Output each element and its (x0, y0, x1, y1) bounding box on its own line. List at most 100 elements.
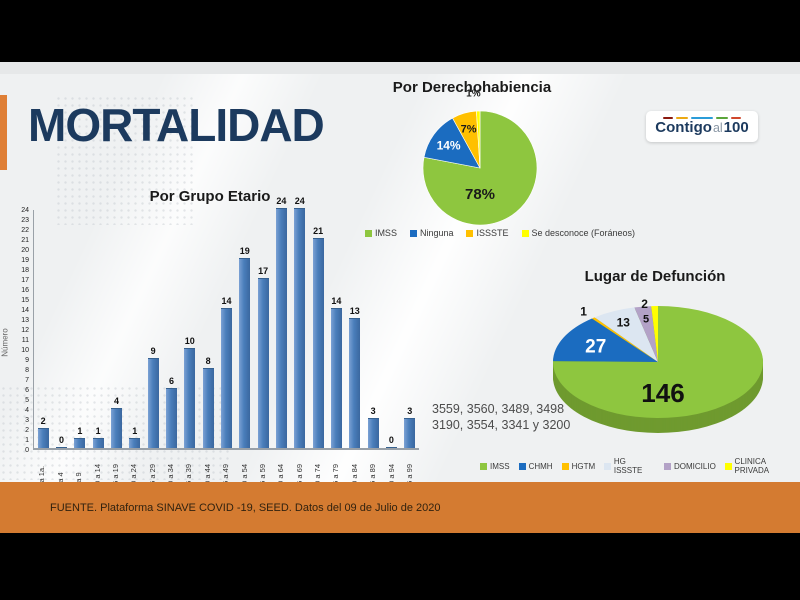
bar (202, 368, 214, 448)
legend-label: Se desconoce (Foráneos) (531, 228, 636, 238)
accent-bar (0, 95, 7, 170)
bar-slot: 6 (162, 210, 180, 448)
bar-chart-title: Por Grupo Etario (149, 188, 271, 205)
y-axis-tick-label: 19 (21, 256, 29, 264)
pie-slice-domicilio (634, 306, 658, 362)
bar-slot: 21 (309, 210, 327, 448)
pie-data-label: 14% (437, 138, 461, 152)
source-footer: FUENTE. Plataforma SINAVE COVID -19, SEE… (50, 501, 441, 514)
y-axis-tick-label: 17 (21, 276, 29, 284)
legend-swatch-icon (409, 229, 417, 237)
y-axis-tick-label: 10 (21, 346, 29, 354)
bar-value-label: 0 (58, 435, 64, 445)
bar-value-label: 1 (95, 426, 101, 436)
bar-value-label: 1 (132, 426, 138, 436)
y-axis-tick-label: 15 (21, 296, 29, 304)
bar-value-label: 8 (205, 356, 211, 366)
y-axis-tick-label: 24 (21, 206, 29, 214)
bar (147, 358, 159, 448)
logo-text: Contigoal100 (655, 120, 748, 136)
pie-data-label: 2 (641, 297, 648, 311)
legend-swatch-icon (561, 462, 569, 470)
bar-slot: 1 (71, 210, 89, 448)
bar (55, 447, 67, 448)
y-axis-tick-label: 20 (21, 246, 29, 254)
bar-slot: 14 (217, 210, 235, 448)
bar (220, 308, 232, 448)
bar (110, 408, 122, 448)
bar-value-label: 17 (258, 266, 269, 276)
bar-slot: 17 (254, 210, 272, 448)
logo-word-contigo: Contigo (655, 119, 712, 137)
bar (312, 238, 324, 448)
bar-slot: 19 (236, 210, 254, 448)
legend-item: CHMH (518, 462, 553, 471)
bar-value-label: 6 (168, 376, 174, 386)
bar-slot: 24 (272, 196, 290, 448)
legend-item: IMSS (480, 462, 510, 471)
bar (349, 318, 361, 448)
pie-slice-hg-issste (594, 307, 658, 362)
bar (129, 438, 141, 448)
pie2-legend: IMSS CHMH HGTM HG ISSSTE DOMICILIO CLINICA PR… (480, 457, 800, 475)
top-gray-strip (0, 62, 800, 74)
page-title: MORTALIDAD (28, 99, 325, 151)
bar-slot: 4 (107, 210, 125, 448)
pie-data-label: 27 (585, 337, 606, 358)
pie-data-label: 7% (461, 123, 477, 135)
legend-item: Ninguna (409, 228, 453, 238)
legend-item: ISSSTE (466, 228, 509, 238)
bar-slot: 0 (382, 210, 400, 448)
pie-slice-imss (422, 110, 538, 226)
bar-chart-y-axis: 0 1 2 3 4 5 6 7 8 9 10 11 12 13 14 15 16 17 18 19 20 21 22 23 24 (6, 206, 32, 454)
y-axis-tick-label: 14 (21, 306, 29, 314)
bar-value-label: 24 (276, 196, 287, 206)
bar-slot: 10 (181, 210, 199, 448)
logo-word-al: al (712, 121, 723, 136)
logo-dash-icon (716, 116, 728, 120)
legend-swatch-icon (466, 229, 474, 237)
y-axis-tick-label: 23 (21, 216, 29, 224)
bar-value-label: 1 (77, 426, 83, 436)
bar-value-label: 21 (313, 226, 324, 236)
pie-slice-se-desconoce-for-neos- (476, 110, 481, 169)
legend-label: HGTM (571, 461, 596, 471)
bar-slot: 14 (327, 210, 345, 448)
legend-swatch-icon (364, 229, 372, 237)
legend-item: HG ISSSTE (604, 457, 655, 475)
derechohabiencia-pie-chart: 78% 14%7% 1% (422, 89, 538, 226)
pie-data-label: 13 (617, 316, 631, 330)
pie-slice-hgtm (591, 317, 658, 362)
logo-dash-icon (676, 116, 688, 120)
folio-numbers-annotation: 3559, 3560, 3489, 3498 3190, 3554, 3341 … (432, 402, 570, 433)
bar-value-label: 14 (221, 296, 232, 306)
y-axis-tick-label: 6 (25, 386, 29, 394)
logo-dashes (663, 116, 741, 120)
bar (239, 258, 251, 448)
y-axis-tick-label: 13 (21, 316, 29, 324)
legend-swatch-icon (724, 462, 732, 470)
bar-slot: 13 (346, 210, 364, 448)
bar-slot: 1 (126, 210, 144, 448)
legend-label: CLINICA PRIVADA (734, 457, 770, 475)
bar-value-label: 14 (331, 296, 342, 306)
y-axis-tick-label: 7 (25, 376, 29, 384)
y-axis-tick-label: 11 (21, 336, 29, 344)
pie-data-label: 5 (643, 314, 649, 326)
y-axis-tick-label: 0 (25, 446, 29, 454)
pie-data-label: 1% (466, 89, 481, 100)
slide-background (0, 74, 800, 533)
y-axis-tick-label: 21 (21, 236, 29, 244)
bar (74, 438, 86, 448)
annotation-line-1: 3559, 3560, 3489, 3498 (432, 402, 565, 416)
bar (275, 208, 287, 448)
logo-dash-icon (731, 116, 741, 120)
legend-swatch-icon (518, 462, 526, 470)
bar (92, 438, 104, 448)
bar (184, 348, 196, 448)
lugar-defuncion-pie-chart: 146 27 1 13 5 2 (552, 297, 763, 433)
y-axis-tick-label: 9 (25, 356, 29, 364)
pie1-legend: IMSS Ninguna ISSSTE Se desconoce (Foráneos) (348, 228, 652, 238)
bar-slot: 24 (291, 196, 309, 448)
legend-swatch-icon (604, 462, 611, 470)
